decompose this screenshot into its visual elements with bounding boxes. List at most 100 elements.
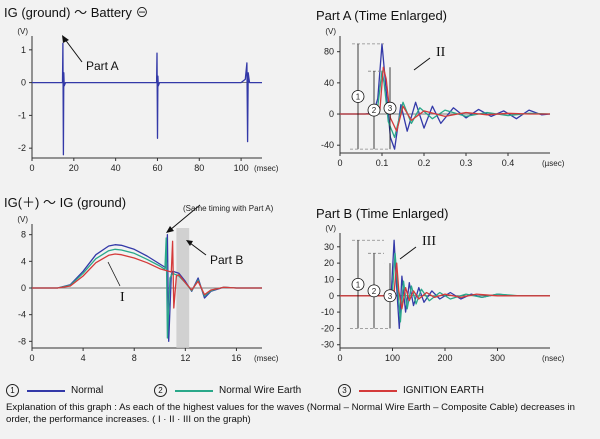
level-number: 1 <box>356 93 361 102</box>
series-line-normal <box>340 239 550 330</box>
x-tick-label: 0 <box>337 353 342 363</box>
annotation-roman-iii: III <box>422 234 436 249</box>
series-line-ignition-earth <box>32 240 262 309</box>
level-marker <box>383 101 397 115</box>
x-tick-label: 100 <box>234 163 249 173</box>
legend-item-normal: 1 Normal <box>6 384 103 397</box>
y-tick-label: -8 <box>18 336 26 346</box>
x-tick-label: 40 <box>111 163 121 173</box>
y-tick-label: 0 <box>21 78 26 88</box>
level-number: 2 <box>372 106 377 115</box>
annotation-roman-i: I <box>120 290 125 305</box>
chart-title-part-a: Part A (Time Enlarged) <box>316 8 448 23</box>
level-number: 3 <box>388 104 393 113</box>
y-tick-label: 20 <box>324 258 334 268</box>
y-unit-label: (V) <box>17 215 28 224</box>
x-tick-label: 0.4 <box>502 158 515 168</box>
series-line-normal-wire-earth <box>340 70 551 139</box>
annotation-arrow <box>169 204 201 231</box>
x-unit-label: (msec) <box>254 354 279 363</box>
y-tick-label: -1 <box>18 110 26 120</box>
x-unit-label: (µsec) <box>542 159 565 168</box>
level-marker <box>351 277 365 291</box>
x-tick-label: 8 <box>132 353 137 363</box>
annotation-arrow <box>413 57 431 71</box>
y-unit-label: (V) <box>17 27 28 36</box>
annotation-part-b: Part B <box>210 253 243 267</box>
x-tick-label: 0.1 <box>376 158 389 168</box>
level-marker <box>351 90 365 103</box>
legend-label: Normal <box>71 385 104 396</box>
y-tick-label: 0 <box>329 109 334 119</box>
series-line-normal-wire-earth <box>340 252 550 323</box>
y-tick-label: 1 <box>21 45 26 55</box>
x-tick-label: 100 <box>385 353 400 363</box>
x-tick-label: 4 <box>81 353 86 363</box>
annotation-roman-ii: II <box>436 45 446 60</box>
x-tick-label: 80 <box>194 163 204 173</box>
level-marker <box>367 103 381 117</box>
legend-swatch <box>175 389 213 392</box>
x-tick-label: 0.3 <box>460 158 473 168</box>
y-tick-label: -4 <box>18 310 26 320</box>
annotation-arrow <box>63 37 83 63</box>
legend-item-ignition-earth: 3 IGNITION EARTH <box>338 384 484 397</box>
x-tick-label: 200 <box>437 353 452 363</box>
y-tick-label: 40 <box>324 78 334 88</box>
y-tick-label: 30 <box>324 242 334 252</box>
annotation-part-a: Part A <box>86 59 119 73</box>
highlight-band <box>176 228 190 348</box>
legend-item-wire-earth: 2 Normal Wire Earth <box>154 384 301 397</box>
legend-number: 1 <box>6 384 19 397</box>
series-line-ignition-earth <box>340 66 550 132</box>
annotation-arrowhead <box>166 226 174 233</box>
series-line-normal <box>32 42 262 156</box>
y-unit-label: (V) <box>325 27 336 36</box>
x-tick-label: 0 <box>29 353 34 363</box>
annotation-pointer <box>107 261 121 287</box>
level-marker <box>383 289 397 303</box>
y-tick-label: 10 <box>324 274 334 284</box>
y-tick-label: 0 <box>21 283 26 293</box>
legend-swatch <box>27 389 65 392</box>
y-tick-label: -40 <box>321 140 334 150</box>
chart-title-ig-battery: IG (ground) ～ Battery ⊖ <box>4 5 149 20</box>
legend-number: 3 <box>338 384 351 397</box>
level-number: 1 <box>356 280 361 289</box>
x-tick-label: 60 <box>152 163 162 173</box>
series-line-ignition-earth <box>340 262 550 310</box>
x-unit-label: (msec) <box>254 164 279 173</box>
y-unit-label: (V) <box>325 224 336 233</box>
legend-swatch <box>359 389 397 392</box>
y-tick-label: -10 <box>321 307 334 317</box>
annotation-same-timing: (Same timing with Part A) <box>183 204 274 213</box>
legend-label: Normal Wire Earth <box>219 385 302 396</box>
level-number: 2 <box>372 287 377 296</box>
y-tick-label: -20 <box>321 323 334 333</box>
x-tick-label: 12 <box>180 353 190 363</box>
annotation-arrowhead <box>186 240 193 246</box>
y-tick-label: -2 <box>18 143 26 153</box>
chart-title-ig-plus: IG(＋) ～ IG (ground) <box>4 195 127 210</box>
chart-title-part-b: Part B (Time Enlarged) <box>316 206 449 221</box>
x-tick-label: 16 <box>231 353 241 363</box>
x-tick-label: 20 <box>69 163 79 173</box>
x-tick-label: 0 <box>337 158 342 168</box>
y-tick-label: -30 <box>321 340 334 350</box>
annotation-arrow <box>399 246 417 260</box>
level-number: 3 <box>388 292 393 301</box>
legend-label: IGNITION EARTH <box>403 385 484 396</box>
level-marker <box>367 284 381 298</box>
x-tick-label: 0 <box>29 163 34 173</box>
y-tick-label: 4 <box>21 256 26 266</box>
legend-number: 2 <box>154 384 167 397</box>
y-tick-label: 8 <box>21 230 26 240</box>
explanation-text: Explanation of this graph : As each of t… <box>6 402 575 425</box>
annotation-arrowhead <box>62 35 69 43</box>
x-unit-label: (nsec) <box>542 354 565 363</box>
x-tick-label: 0.2 <box>418 158 431 168</box>
x-tick-label: 300 <box>490 353 505 363</box>
